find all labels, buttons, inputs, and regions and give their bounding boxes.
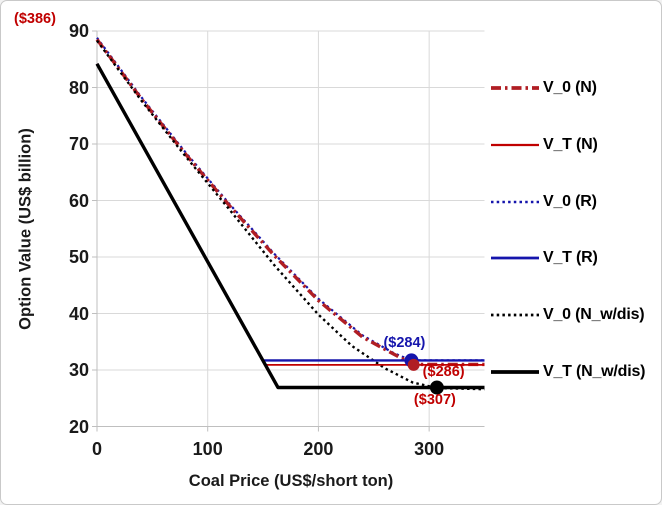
y-tick-label: 90 (68, 21, 89, 41)
series-V_T (N_w/dis) (95, 62, 485, 390)
y-tick-label: 40 (68, 303, 89, 324)
legend-line-sample (491, 200, 539, 204)
series-V_0 (N_w/dis) (96, 39, 485, 391)
legend-label: V_0 (N) (543, 79, 597, 97)
legend-line-sample (491, 257, 539, 260)
x-tick-label: 300 (414, 439, 445, 459)
legend-item-V_T (N_w/dis): V_T (N_w/dis) (489, 343, 661, 400)
y-axis-title: Option Value (US$ billion) (16, 128, 35, 330)
legend-line-sample (491, 143, 539, 147)
annotation: ($386) (14, 10, 56, 27)
legend-label: V_T (R) (543, 249, 598, 267)
legend-label: V_T (N_w/dis) (543, 362, 646, 380)
x-tick-label: 100 (192, 439, 223, 459)
marker-($307) (429, 380, 444, 395)
legend-item-V_0 (R): V_0 (R) (489, 173, 661, 230)
annotation: ($284) (383, 335, 426, 352)
legend-line-sample (491, 86, 539, 91)
annotation: ($286) (422, 363, 465, 380)
legend-item-V_T (R): V_T (R) (489, 230, 661, 287)
legend-item-V_0 (N): V_0 (N) (489, 60, 661, 117)
x-axis-title: Coal Price (US$/short ton) (188, 472, 394, 490)
legend-line-sample (491, 313, 539, 317)
series-V_0 (N) (95, 38, 485, 367)
legend-label: V_0 (N_w/dis) (543, 306, 645, 324)
y-tick-label: 30 (68, 360, 89, 380)
y-tick-label: 20 (68, 416, 89, 437)
series-V_T (R) (95, 63, 485, 362)
marker-($286) (407, 358, 420, 371)
legend-label: V_0 (R) (543, 192, 597, 210)
y-tick-label: 50 (68, 247, 89, 267)
legend: V_0 (N) V_T (N) V_0 (R) V_T (R) V_0 (N_w/dis… (489, 60, 661, 400)
x-tick-label: 200 (303, 439, 334, 459)
series-V_0 (R) (96, 37, 485, 362)
y-tick-label: 60 (68, 190, 89, 211)
y-tick-label: 80 (68, 77, 89, 98)
legend-item-V_T (N): V_T (N) (489, 117, 661, 174)
legend-label: V_T (N) (543, 136, 598, 154)
legend-line-sample (491, 369, 539, 374)
legend-item-V_0 (N_w/dis): V_0 (N_w/dis) (489, 287, 661, 344)
x-tick-label: 0 (91, 439, 102, 459)
series-V_T (N) (96, 63, 485, 366)
y-tick-label: 70 (68, 134, 89, 154)
annotation: ($307) (413, 391, 456, 408)
